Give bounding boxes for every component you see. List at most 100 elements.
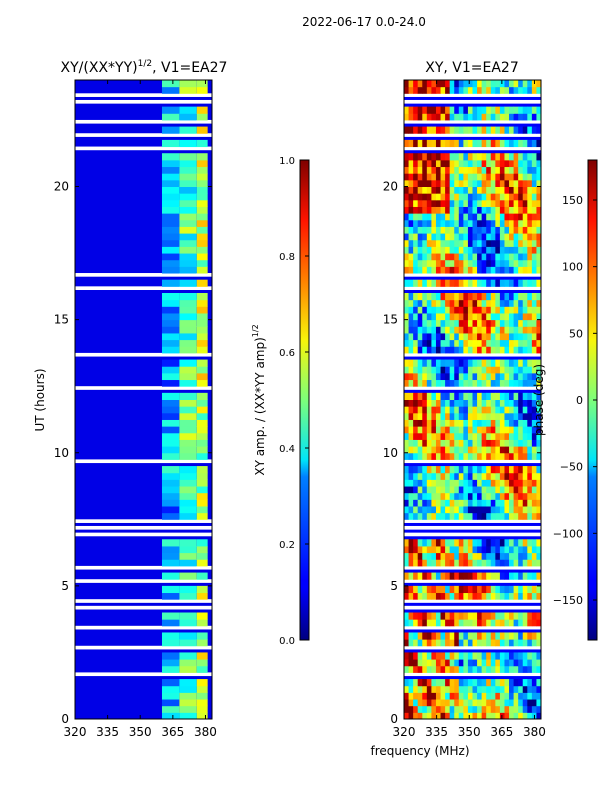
right-cell	[413, 559, 419, 567]
right-cell	[486, 86, 492, 94]
right-cell	[426, 166, 432, 174]
right-cell	[426, 299, 432, 307]
right-cell	[490, 632, 496, 640]
right-cell	[408, 559, 414, 567]
right-cell	[454, 199, 460, 207]
right-cell	[440, 293, 446, 301]
right-cell	[413, 359, 419, 367]
right-cell	[527, 186, 533, 194]
right-cell	[454, 312, 460, 321]
right-cell	[509, 705, 514, 713]
right-cell	[481, 279, 487, 287]
right-cell	[458, 559, 464, 567]
left-cell	[161, 432, 180, 440]
right-cell	[504, 193, 510, 201]
right-cell	[477, 659, 483, 667]
right-cell	[527, 499, 533, 507]
right-cell	[458, 359, 464, 367]
right-cell	[454, 253, 460, 261]
right-cell	[522, 705, 528, 713]
right-cell	[408, 319, 414, 327]
right-cell	[522, 406, 528, 414]
left-cell	[196, 592, 208, 600]
right-cell	[490, 186, 496, 194]
right-cell	[449, 213, 455, 221]
right-cell	[490, 86, 496, 94]
right-cell	[472, 113, 478, 121]
right-cell	[513, 159, 519, 168]
right-cell	[509, 486, 514, 494]
right-cell	[486, 612, 492, 620]
right-cell	[454, 559, 460, 567]
right-cell	[463, 239, 469, 247]
right-cell	[431, 173, 437, 181]
left-cell	[161, 705, 180, 713]
right-cell	[495, 446, 501, 454]
right-cell	[499, 379, 505, 387]
right-cell	[463, 412, 469, 420]
left-flag-row	[75, 146, 212, 151]
right-cell	[417, 306, 423, 314]
right-cell	[454, 639, 460, 647]
right-cell	[509, 306, 514, 314]
right-cell	[426, 186, 432, 194]
right-cell	[472, 326, 478, 334]
right-cell	[408, 186, 414, 194]
right-cell	[413, 106, 419, 114]
right-cell	[472, 213, 478, 221]
right-cell	[513, 233, 519, 241]
right-cell	[404, 319, 409, 327]
left-cell	[161, 712, 180, 720]
right-cell	[495, 652, 501, 660]
right-cell	[486, 559, 492, 567]
right-cell	[509, 199, 514, 207]
left-cell	[161, 312, 180, 321]
right-cell	[440, 279, 446, 287]
right-cell	[431, 699, 437, 707]
right-cell	[536, 399, 542, 407]
left-heatmap	[75, 80, 212, 720]
right-cell	[527, 159, 533, 168]
right-cell	[536, 545, 542, 554]
right-cell	[490, 179, 496, 187]
right-cell	[422, 199, 428, 207]
right-cell	[495, 659, 501, 667]
left-cell	[196, 233, 208, 241]
right-cell	[472, 193, 478, 201]
left-cell	[179, 499, 197, 507]
right-cell	[408, 86, 414, 94]
right-cell	[463, 665, 469, 673]
right-cell	[481, 306, 487, 314]
right-cell	[513, 659, 519, 667]
right-cell	[495, 472, 501, 480]
right-cell	[481, 366, 487, 374]
right-cell	[522, 106, 528, 114]
right-colorbar-label: phase (deg)	[532, 364, 546, 436]
right-cell	[467, 499, 473, 507]
right-cell	[472, 86, 478, 94]
right-colorbar-tick-label: −100	[553, 527, 583, 540]
right-cell	[486, 499, 492, 507]
right-cell	[426, 419, 432, 427]
right-cell	[495, 339, 501, 347]
right-cell	[431, 492, 437, 500]
right-cell	[513, 712, 519, 720]
right-cell	[408, 179, 414, 187]
right-cell	[440, 226, 446, 234]
left-cell	[161, 446, 180, 454]
right-cell	[531, 199, 537, 207]
right-cell	[477, 479, 483, 487]
left-cell	[196, 359, 208, 367]
right-cell	[467, 219, 473, 227]
right-cell	[458, 193, 464, 201]
right-cell	[408, 259, 414, 267]
left-cell	[161, 419, 180, 427]
right-cell	[522, 246, 528, 254]
right-cell	[449, 392, 455, 400]
right-cell	[477, 679, 483, 687]
right-cell	[404, 612, 409, 620]
right-cell	[495, 452, 501, 460]
right-cell	[449, 399, 455, 407]
right-cell	[458, 159, 464, 168]
left-cell	[179, 293, 197, 301]
